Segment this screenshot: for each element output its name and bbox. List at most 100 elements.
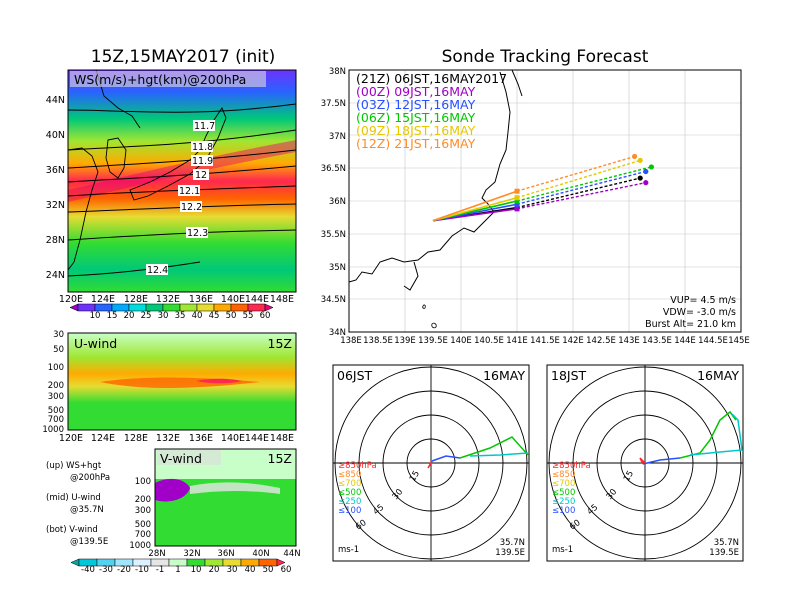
burst-marker (514, 188, 520, 194)
hodo-legend-entry: ≤250 (338, 497, 361, 507)
coastline-north (95, 69, 141, 129)
vup-label: VUP= 4.5 m/s (670, 295, 736, 306)
hodo-unit: ms-1 (338, 545, 359, 555)
hodo-lat: 35.7N (500, 538, 525, 548)
hodo-legend-entry: ≥850hPa (552, 461, 591, 471)
contour-label: 11.9 (192, 156, 213, 167)
lat-tick: 44N (283, 549, 300, 559)
contour-label-bg (180, 201, 202, 212)
lat-tick: 36N (217, 549, 234, 559)
legend-entry: (09Z) 18JST,16MAY (356, 123, 476, 138)
ws-map-lon-ticks: 120E 124E 128E 132E 136E 140E 144E 148E (59, 294, 294, 305)
coastline-izu (403, 261, 419, 291)
lat-tick: 37N (329, 132, 346, 142)
uv-colorbar-label: -40 (81, 565, 95, 575)
lon-tick: 145E (728, 336, 750, 346)
ws-colorbar-label: 20 (124, 311, 135, 321)
track-lat-ticks: 38N 37.5N 37N 36.5N 36N 35.5N 35N 34.5N … (321, 67, 346, 338)
contour-label: 12.4 (147, 265, 168, 276)
uv-colorbar-label: -20 (117, 565, 131, 575)
panel-notes: (up) WS+hgt @200hPa (mid) U-wind @35.7N … (46, 461, 110, 547)
hodo-trace-top (689, 413, 743, 456)
hodo-time: 06JST (337, 368, 373, 383)
hodo-legend: ≥850hPa ≤850 ≤700 ≤500 ≤250 ≤100 (338, 461, 377, 516)
lon-tick: 140E (450, 336, 472, 346)
contour-124 (67, 261, 201, 277)
lon-tick: 139E (394, 336, 416, 346)
contour-label: 12 (195, 170, 207, 181)
note-mid-a: (mid) U-wind (46, 493, 101, 503)
ws-colorbar-cell (77, 303, 96, 312)
contour-label-bg (193, 169, 209, 180)
lon-tick: 132E (156, 433, 180, 444)
ws-colorbar-labels: 10 15 20 25 30 35 40 45 50 55 60 (90, 311, 271, 321)
burst-marker (514, 201, 520, 207)
lon-tick: 140E (221, 433, 245, 444)
ws-colorbar-cell (128, 303, 147, 312)
pres-tick: 30 (53, 330, 64, 340)
lon-tick: 148E (270, 294, 294, 305)
track-descent (516, 159, 641, 199)
ws-colorbar-label: 15 (107, 311, 118, 321)
uwind-maximum (196, 378, 242, 384)
hodo-legend-entry: ≤700 (338, 479, 361, 489)
lon-tick: 120E (59, 433, 83, 444)
uv-colorbar-label: -10 (135, 565, 149, 575)
uv-colorbar-cell (70, 558, 80, 567)
contour-label-boxes (146, 120, 215, 275)
contour-123 (67, 229, 297, 241)
ws-colorbar-cell (162, 303, 181, 312)
track-lon-ticks: 138E 138.5E 139E 139.5E 140E 140.5E 141E… (340, 336, 750, 346)
ws-colorbar-cell (69, 303, 79, 312)
lat-tick: 32N (183, 549, 200, 559)
burst-marker (514, 198, 520, 204)
pres-tick: 700 (48, 415, 64, 425)
vwind-panel: V-wind 15Z 100 200 300 500 700 1000 28N … (129, 448, 301, 559)
uv-colorbar-label: -1 (156, 565, 164, 575)
ws-colorbar-cell (111, 303, 130, 312)
hodo-legend-entry: ≤700 (552, 479, 575, 489)
lon-tick: 144E (674, 336, 696, 346)
ws-map-label: WS(m/s)+hgt(km)@200hPa (74, 72, 246, 87)
lat-tick: 36.5N (321, 164, 346, 174)
lon-tick: 132E (156, 294, 180, 305)
ws-colorbar-label: 60 (260, 311, 271, 321)
lon-tick: 142.5E (586, 336, 616, 346)
vwind-label: V-wind (160, 451, 202, 466)
hodo-legend-entry: ≤100 (338, 506, 361, 516)
vwind-neg-area (155, 478, 190, 502)
contour-118 (67, 129, 297, 151)
contour-label-bg (191, 141, 213, 152)
pres-tick: 300 (135, 506, 151, 516)
lat-tick: 24N (46, 270, 65, 281)
landing-marker (637, 175, 643, 181)
lon-tick: 128E (124, 294, 148, 305)
lat-tick: 38N (329, 67, 346, 77)
pres-tick: 700 (135, 530, 151, 540)
hodo-legend-entry: ≤100 (552, 506, 575, 516)
lat-tick: 35.5N (321, 230, 346, 240)
pres-tick: 200 (48, 381, 64, 391)
note-up-a: (up) WS+hgt (46, 461, 102, 471)
ws-colorbar-cell (94, 303, 113, 312)
hodo-lon: 139.5E (495, 548, 525, 558)
lat-tick: 35N (329, 263, 346, 273)
lon-tick: 124E (91, 433, 115, 444)
track-map-frame (348, 69, 742, 333)
pres-tick: 100 (135, 477, 151, 487)
hodo-lon: 139.5E (709, 548, 739, 558)
hodo-trace-mid (642, 457, 681, 465)
contour-labels: 11.7 11.8 11.9 12 12.1 12.2 12.3 12.4 (147, 121, 215, 276)
hodo-legend-entry: ≤850 (338, 470, 361, 480)
ws-colorbar-cell (247, 303, 266, 312)
contour-label: 11.7 (194, 121, 215, 132)
lon-tick: 120E (59, 294, 83, 305)
vwind-time: 15Z (268, 451, 292, 466)
vwind-neutral (190, 482, 280, 494)
pres-tick: 500 (48, 406, 64, 416)
contour-label: 12.1 (179, 186, 200, 197)
pres-tick: 500 (135, 520, 151, 530)
note-up-b: @200hPa (70, 473, 110, 483)
lat-tick: 40N (46, 130, 65, 141)
